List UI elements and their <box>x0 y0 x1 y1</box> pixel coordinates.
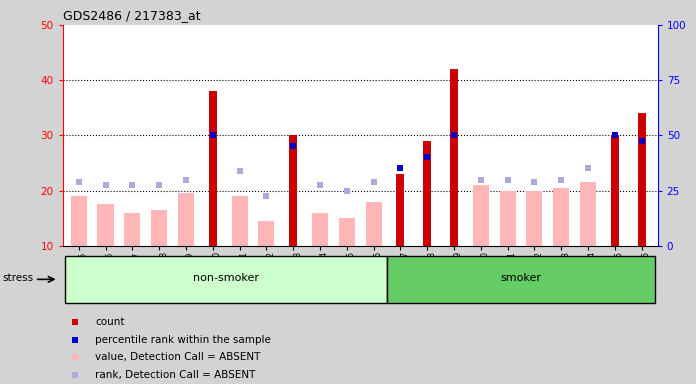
Bar <box>387 256 655 303</box>
Bar <box>396 174 404 246</box>
Bar <box>365 202 381 246</box>
Text: GDS2486 / 217383_at: GDS2486 / 217383_at <box>63 9 200 22</box>
Bar <box>232 196 248 246</box>
Text: percentile rank within the sample: percentile rank within the sample <box>95 335 271 345</box>
Text: stress: stress <box>2 273 33 283</box>
Bar <box>500 190 516 246</box>
Bar <box>312 213 328 246</box>
Text: count: count <box>95 317 125 327</box>
Bar <box>450 69 458 246</box>
Bar <box>125 213 141 246</box>
Text: rank, Detection Call = ABSENT: rank, Detection Call = ABSENT <box>95 370 255 380</box>
Bar <box>423 141 432 246</box>
Bar <box>209 91 216 246</box>
Bar <box>71 196 87 246</box>
Text: non-smoker: non-smoker <box>193 273 259 283</box>
Bar <box>151 210 167 246</box>
Bar <box>65 256 387 303</box>
Text: value, Detection Call = ABSENT: value, Detection Call = ABSENT <box>95 353 261 362</box>
Bar <box>553 188 569 246</box>
Bar <box>289 136 297 246</box>
Bar <box>339 218 355 246</box>
Bar <box>473 185 489 246</box>
Bar <box>526 190 542 246</box>
Bar <box>258 221 274 246</box>
Bar <box>178 193 194 246</box>
Text: smoker: smoker <box>500 273 541 283</box>
Bar <box>638 113 646 246</box>
Bar <box>580 182 596 246</box>
Bar <box>97 204 113 246</box>
Bar <box>611 136 619 246</box>
